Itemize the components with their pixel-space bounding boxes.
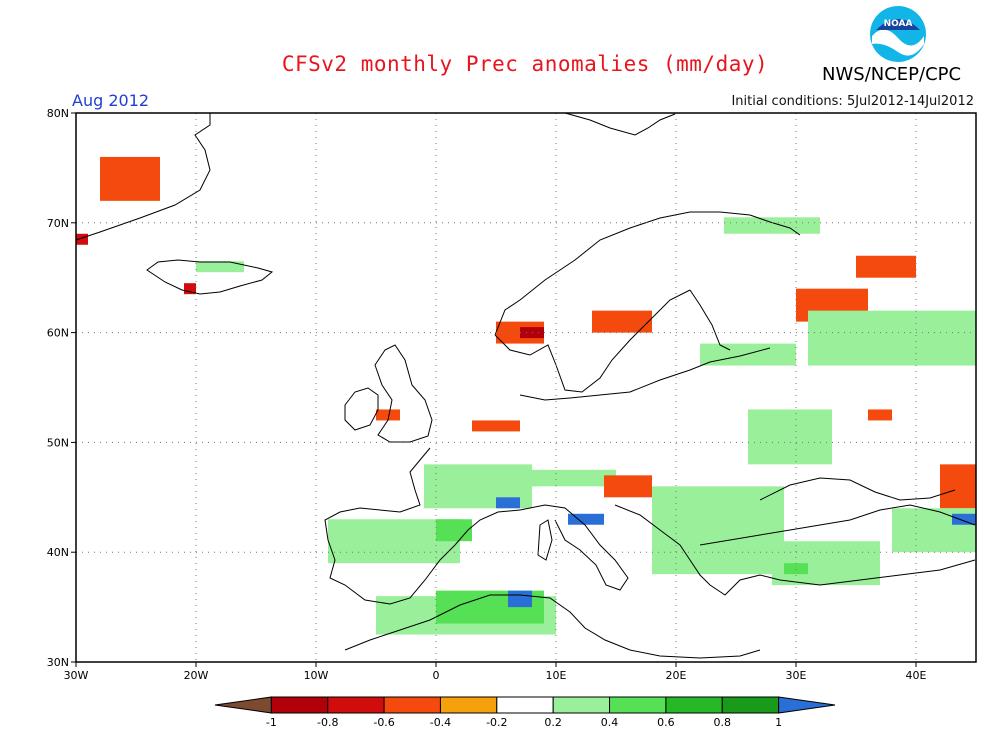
anomaly-algeria-blue (508, 590, 532, 608)
lon-label-0: 0 (433, 669, 440, 682)
lat-label-70N: 70N (47, 217, 69, 230)
colorbar-swatch-2 (327, 696, 385, 714)
anomaly-france-north (472, 420, 520, 432)
anomaly-ligurian (496, 497, 520, 509)
lat-label-80N: 80N (47, 107, 69, 120)
axis-ticks: 30W 20W 10W 0 10E 20E 30E 40E 30N 40N 50N 60N 70N 80N (47, 107, 927, 682)
lat-label-30N: 30N (47, 656, 69, 669)
graticule (76, 113, 976, 662)
lon-label-20E: 20E (666, 669, 687, 682)
colorbar-label-8: 0.8 (714, 716, 732, 729)
anomaly-hungary (604, 475, 652, 498)
lon-label-40E: 40E (906, 669, 927, 682)
colorbar-swatch-6 (552, 696, 611, 714)
anomaly-iceland-north (196, 261, 244, 273)
initial-conditions-label: Initial conditions: 5Jul2012-14Jul2012 (731, 94, 974, 109)
anomaly-turkey (772, 541, 880, 586)
colorbar-label-0: -1 (266, 716, 277, 729)
anomaly-iberia-core (436, 519, 472, 542)
colorbar-swatch-9 (721, 696, 780, 714)
colorbar-label-6: 0.4 (601, 716, 619, 729)
lat-label-60N: 60N (47, 327, 69, 340)
colorbar-label-5: 0.2 (544, 716, 562, 729)
anomaly-tyrrhenian (568, 513, 604, 525)
colorbar-swatch-7 (609, 696, 667, 714)
colorbar-swatch-10 (778, 696, 836, 714)
coastlines (75, 112, 976, 659)
lon-label-10W: 10W (304, 669, 329, 682)
anomaly-iceland-south (184, 283, 196, 295)
anomaly-ukraine (748, 409, 832, 465)
colorbar-swatch-5 (496, 696, 554, 714)
anomaly-fill-layer (76, 156, 976, 635)
colorbar-swatch-4 (439, 696, 498, 714)
anomaly-caucasus-east (940, 464, 976, 509)
lat-label-50N: 50N (47, 436, 69, 449)
colorbar-label-7: 0.6 (657, 716, 675, 729)
anomaly-sweden (592, 310, 652, 333)
anomaly-baltics (700, 343, 796, 366)
anomaly-russia-north (856, 255, 916, 278)
lon-label-30W: 30W (64, 669, 89, 682)
lon-label-20W: 20W (184, 669, 209, 682)
colorbar-label-2: -0.6 (373, 716, 394, 729)
anomaly-greenland (100, 156, 160, 201)
anomaly-turkey-core (784, 563, 808, 575)
colorbar-label-1: -0.8 (317, 716, 338, 729)
colorbar-swatch-8 (665, 696, 723, 714)
lat-label-40N: 40N (47, 546, 69, 559)
map-frame (75, 112, 977, 663)
noaa-logo-icon: NOAA (870, 6, 926, 62)
lon-label-10E: 10E (546, 669, 567, 682)
lon-label-30E: 30E (786, 669, 807, 682)
anomaly-alps (532, 469, 616, 487)
organization-label: NWS/NCEP/CPC (822, 64, 962, 85)
anomaly-caspian (952, 513, 976, 525)
anomaly-uk-ireland (376, 409, 400, 421)
anomaly-balkans-outer (652, 486, 784, 575)
period-label: Aug 2012 (72, 91, 150, 110)
colorbar-swatch-1 (270, 696, 329, 714)
colorbar-swatch-0 (214, 696, 272, 714)
colorbar-label-3: -0.4 (430, 716, 451, 729)
anomaly-greenland-south (76, 233, 88, 245)
anomaly-russia-west (808, 310, 976, 366)
colorbar: -1 -0.8 -0.6 -0.4 -0.2 0.2 0.4 0.6 0.8 1 (214, 696, 836, 729)
colorbar-label-4: -0.2 (486, 716, 507, 729)
colorbar-label-9: 1 (775, 716, 782, 729)
colorbar-swatch-3 (383, 696, 441, 714)
chart-title: CFSv2 monthly Prec anomalies (mm/day) (281, 52, 769, 76)
anomaly-russia-south (868, 409, 892, 421)
anomaly-barents-coast (724, 217, 820, 234)
logo-text: NOAA (884, 19, 913, 29)
